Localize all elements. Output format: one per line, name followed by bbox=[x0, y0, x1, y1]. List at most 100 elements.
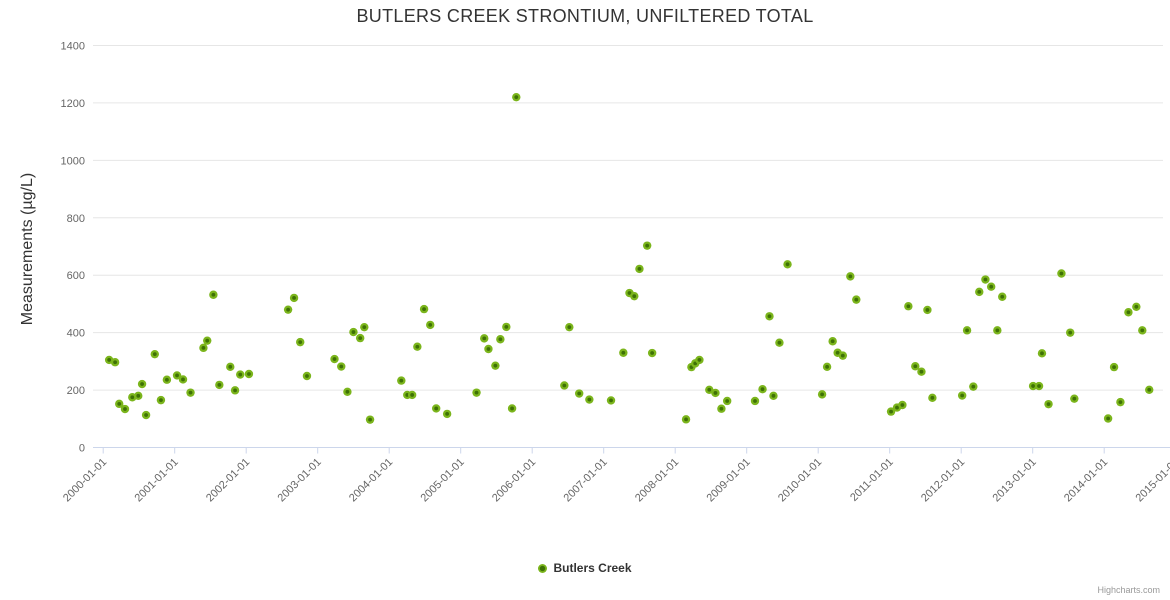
data-point[interactable] bbox=[407, 390, 417, 400]
data-point[interactable] bbox=[828, 337, 837, 346]
data-point[interactable] bbox=[480, 334, 489, 343]
data-point[interactable] bbox=[431, 404, 441, 413]
data-point[interactable] bbox=[209, 290, 218, 299]
data-point[interactable] bbox=[226, 362, 235, 372]
data-point[interactable] bbox=[203, 336, 212, 345]
data-point[interactable] bbox=[343, 387, 352, 396]
data-point[interactable] bbox=[642, 241, 652, 250]
data-point[interactable] bbox=[817, 390, 827, 399]
data-point[interactable] bbox=[630, 291, 639, 301]
data-point[interactable] bbox=[302, 371, 312, 381]
data-point[interactable] bbox=[717, 404, 726, 413]
data-point[interactable] bbox=[426, 320, 435, 330]
data-point[interactable] bbox=[606, 396, 616, 405]
data-point[interactable] bbox=[397, 376, 406, 385]
data-point[interactable] bbox=[215, 380, 224, 390]
data-point[interactable] bbox=[1145, 385, 1154, 394]
data-point[interactable] bbox=[419, 304, 429, 314]
data-point[interactable] bbox=[711, 388, 720, 398]
data-point[interactable] bbox=[442, 409, 452, 419]
data-point[interactable] bbox=[360, 322, 369, 332]
data-point[interactable] bbox=[565, 322, 574, 332]
data-point[interactable] bbox=[120, 404, 130, 414]
data-point[interactable] bbox=[484, 344, 493, 354]
data-point[interactable] bbox=[330, 354, 339, 364]
data-point[interactable] bbox=[986, 282, 996, 291]
data-point[interactable] bbox=[619, 348, 628, 357]
data-point[interactable] bbox=[898, 400, 907, 410]
data-point[interactable] bbox=[172, 371, 182, 380]
data-point[interactable] bbox=[1044, 399, 1053, 409]
data-point[interactable] bbox=[1034, 381, 1044, 391]
data-point[interactable] bbox=[998, 292, 1007, 301]
data-point[interactable] bbox=[199, 343, 208, 353]
data-point[interactable] bbox=[512, 92, 521, 102]
data-point[interactable] bbox=[975, 287, 984, 297]
data-point[interactable] bbox=[502, 322, 511, 332]
data-point[interactable] bbox=[115, 399, 124, 409]
data-point[interactable] bbox=[150, 349, 159, 359]
data-point[interactable] bbox=[769, 391, 778, 401]
data-point[interactable] bbox=[1103, 414, 1113, 423]
data-point[interactable] bbox=[962, 326, 972, 335]
data-point[interactable] bbox=[1057, 269, 1066, 278]
data-point[interactable] bbox=[365, 415, 375, 424]
data-point[interactable] bbox=[695, 355, 704, 365]
data-point[interactable] bbox=[283, 305, 293, 314]
data-point[interactable] bbox=[886, 407, 896, 416]
data-point[interactable] bbox=[969, 382, 978, 391]
data-point[interactable] bbox=[917, 367, 926, 376]
data-point[interactable] bbox=[846, 272, 855, 281]
data-point[interactable] bbox=[496, 335, 505, 344]
data-point[interactable] bbox=[236, 370, 245, 379]
data-point[interactable] bbox=[337, 362, 346, 371]
legend-item-butlers-creek[interactable]: Butlers Creek bbox=[0, 561, 1170, 575]
data-point[interactable] bbox=[1109, 362, 1119, 372]
data-point[interactable] bbox=[1124, 308, 1133, 317]
data-point[interactable] bbox=[137, 379, 147, 389]
data-point[interactable] bbox=[289, 293, 299, 303]
data-point[interactable] bbox=[993, 326, 1002, 335]
data-point[interactable] bbox=[413, 342, 422, 351]
data-point[interactable] bbox=[178, 375, 188, 384]
data-point[interactable] bbox=[110, 358, 120, 367]
data-point[interactable] bbox=[635, 264, 644, 274]
data-point[interactable] bbox=[852, 295, 861, 304]
data-point[interactable] bbox=[156, 395, 166, 405]
highcharts-credit-link[interactable]: Highcharts.com bbox=[1097, 585, 1160, 595]
data-point[interactable] bbox=[585, 395, 594, 404]
data-point[interactable] bbox=[230, 386, 240, 395]
data-point[interactable] bbox=[296, 337, 305, 347]
data-point[interactable] bbox=[349, 327, 358, 337]
data-point[interactable] bbox=[560, 381, 569, 390]
data-point[interactable] bbox=[911, 362, 920, 371]
data-point[interactable] bbox=[1028, 381, 1038, 391]
data-point[interactable] bbox=[981, 275, 990, 284]
data-point[interactable] bbox=[507, 404, 517, 413]
data-point[interactable] bbox=[1070, 394, 1079, 403]
data-point[interactable] bbox=[1116, 397, 1125, 407]
data-point[interactable] bbox=[574, 389, 584, 398]
data-point[interactable] bbox=[647, 348, 657, 358]
data-point[interactable] bbox=[1132, 302, 1141, 311]
data-point[interactable] bbox=[244, 369, 254, 379]
data-point[interactable] bbox=[765, 312, 774, 321]
data-point[interactable] bbox=[141, 410, 151, 420]
data-point[interactable] bbox=[957, 391, 967, 400]
data-point[interactable] bbox=[1037, 349, 1047, 358]
data-point[interactable] bbox=[1066, 328, 1075, 337]
data-point[interactable] bbox=[162, 375, 172, 384]
data-point[interactable] bbox=[775, 338, 784, 347]
data-point[interactable] bbox=[783, 260, 792, 269]
data-point[interactable] bbox=[186, 388, 195, 397]
data-point[interactable] bbox=[758, 385, 767, 394]
data-point[interactable] bbox=[681, 415, 691, 424]
data-point[interactable] bbox=[750, 396, 760, 406]
data-point[interactable] bbox=[1138, 326, 1147, 335]
data-point[interactable] bbox=[904, 302, 913, 311]
data-point[interactable] bbox=[722, 396, 732, 406]
data-point[interactable] bbox=[923, 305, 932, 315]
data-point[interactable] bbox=[355, 333, 365, 343]
data-point[interactable] bbox=[472, 388, 481, 397]
